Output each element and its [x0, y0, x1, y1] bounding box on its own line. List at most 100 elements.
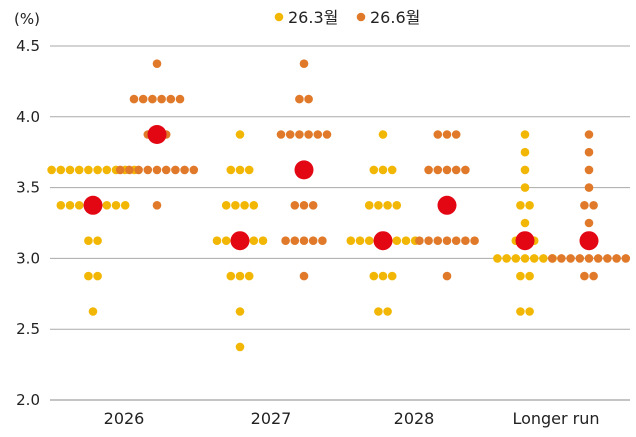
- dot-point: [281, 236, 290, 245]
- dot-point: [525, 271, 534, 281]
- dot-point: [189, 165, 199, 175]
- dot-point: [308, 236, 318, 245]
- dot-point: [364, 201, 374, 210]
- median-marker: [437, 195, 457, 215]
- dot-point: [442, 236, 452, 245]
- dot-point: [424, 236, 433, 245]
- dot-point: [557, 254, 566, 263]
- dot-point: [442, 165, 452, 175]
- legend-marker: [274, 12, 284, 22]
- dot-point: [93, 236, 102, 245]
- dot-point: [56, 165, 66, 175]
- dot-point: [392, 201, 402, 210]
- dot-point: [392, 236, 402, 245]
- dot-point: [433, 165, 443, 175]
- dot-point: [493, 254, 502, 263]
- median-marker: [83, 195, 103, 215]
- dot-point: [584, 147, 594, 157]
- dot-point: [304, 94, 313, 104]
- x-axis-categories: 2026 2027 2028 Longer run: [104, 409, 600, 428]
- dot-point: [387, 271, 397, 281]
- dot-point: [612, 254, 621, 263]
- dot-point: [299, 59, 309, 68]
- dot-point: [369, 271, 379, 281]
- legend-marker: [356, 12, 366, 22]
- y-tick-label: 3.0: [16, 249, 40, 267]
- dot-point: [175, 94, 185, 104]
- median-marker: [294, 160, 314, 180]
- dot-point: [290, 236, 300, 245]
- dot-point: [451, 236, 461, 245]
- dot-point: [364, 236, 374, 245]
- dot-point: [621, 254, 631, 263]
- dot-point: [226, 271, 236, 281]
- dot-point: [355, 236, 365, 245]
- dot-point: [442, 271, 452, 281]
- dot-point: [584, 130, 594, 139]
- dot-point: [152, 59, 162, 68]
- dot-point: [152, 165, 162, 175]
- dot-point: [580, 201, 589, 210]
- dot-point: [308, 201, 318, 210]
- dot-point: [525, 307, 534, 316]
- dot-point: [235, 165, 245, 175]
- x-category-label: 2028: [394, 409, 435, 428]
- y-tick-label: 4.5: [16, 37, 40, 55]
- dot-point: [74, 201, 84, 210]
- dot-point: [369, 165, 379, 175]
- dot-point: [566, 254, 575, 263]
- dot-point: [249, 201, 259, 210]
- dot-point: [313, 130, 323, 139]
- dot-point: [166, 94, 176, 104]
- y-tick-label: 4.0: [16, 108, 40, 126]
- dot-point: [221, 201, 231, 210]
- dot-point: [374, 201, 383, 210]
- dot-point: [520, 130, 530, 139]
- dot-point: [249, 236, 259, 245]
- dot-point: [47, 165, 56, 175]
- legend-label: 26.3월: [288, 8, 338, 27]
- dot-point: [258, 236, 268, 245]
- dot-point: [231, 201, 240, 210]
- x-category-label: 2027: [251, 409, 292, 428]
- dot-point: [212, 236, 222, 245]
- dot-point: [424, 165, 433, 175]
- median-marker: [147, 125, 167, 144]
- dot-point: [589, 271, 598, 281]
- dot-point: [547, 254, 557, 263]
- dot-point: [171, 165, 180, 175]
- dot-point: [161, 165, 171, 175]
- dot-point: [584, 165, 594, 175]
- dot-point: [520, 147, 530, 157]
- dot-point: [433, 236, 443, 245]
- x-category-label: Longer run: [512, 409, 599, 428]
- dot-point: [383, 201, 392, 210]
- dot-point: [235, 307, 245, 316]
- dot-point: [575, 254, 585, 263]
- dot-point: [102, 201, 112, 210]
- dot-point: [520, 218, 530, 228]
- y-axis-unit-label: (%): [14, 10, 40, 28]
- dot-point: [304, 130, 313, 139]
- dot-point: [539, 254, 548, 263]
- legend: 26.3월 26.6월: [274, 8, 420, 27]
- dot-point: [226, 165, 236, 175]
- dot-point: [451, 130, 461, 139]
- median-marker: [579, 231, 599, 251]
- dot-point: [65, 201, 75, 210]
- dot-point: [378, 271, 388, 281]
- x-category-label: 2026: [104, 409, 145, 428]
- dot-point: [180, 165, 189, 175]
- dot-point: [520, 183, 530, 192]
- dot-point: [401, 236, 411, 245]
- dot-point: [102, 165, 112, 175]
- dot-point: [516, 271, 525, 281]
- medians-layer: [83, 125, 599, 251]
- dot-point: [125, 165, 134, 175]
- dots-layer: [47, 59, 631, 352]
- dot-point: [461, 236, 470, 245]
- dot-point: [235, 130, 245, 139]
- legend-label: 26.6월: [370, 8, 420, 27]
- dot-point: [120, 201, 130, 210]
- dot-point: [470, 236, 479, 245]
